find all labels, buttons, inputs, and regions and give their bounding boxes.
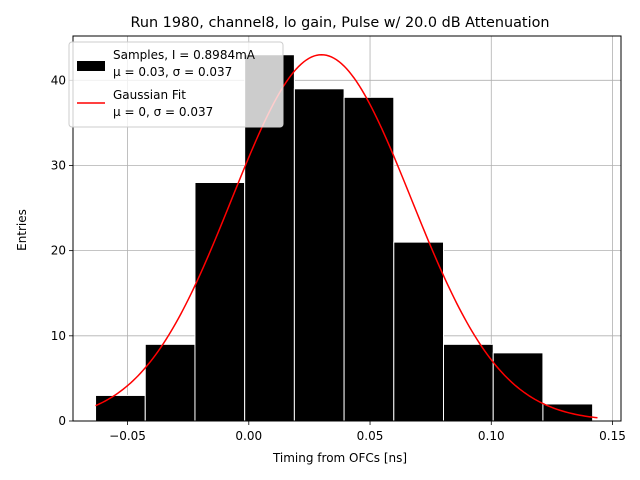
legend-samples-swatch — [77, 61, 105, 71]
x-tick-label-1: 0.00 — [235, 429, 262, 443]
histogram-bar-2 — [194, 182, 246, 422]
legend-fit-stats: μ = 0, σ = 0.037 — [113, 105, 213, 119]
y-axis-label: Entries — [15, 209, 29, 251]
histogram-bar-4 — [293, 88, 345, 422]
x-axis-ticks: −0.05 0.00 0.05 0.10 0.15 — [109, 421, 626, 443]
legend-box — [68, 41, 284, 128]
x-tick-label-3: 0.10 — [478, 429, 505, 443]
x-tick-label-2: 0.05 — [357, 429, 384, 443]
legend-samples-label: Samples, I = 0.8984mA — [113, 48, 256, 62]
histogram-bar-1 — [144, 343, 196, 422]
axes-frame — [72, 35, 622, 422]
chart-title: Run 1980, channel8, lo gain, Pulse w/ 20… — [131, 15, 550, 31]
histogram-bar-5 — [343, 96, 395, 422]
legend-samples-stats: μ = 0.03, σ = 0.037 — [113, 65, 232, 79]
histogram-bar-7 — [443, 343, 494, 422]
x-axis-label: Timing from OFCs [ns] — [272, 451, 407, 465]
histogram-bar-0 — [95, 394, 146, 422]
x-tick-label-4: 0.15 — [599, 429, 626, 443]
x-tick-label-0: −0.05 — [109, 429, 146, 443]
legend-fit-label: Gaussian Fit — [113, 88, 186, 102]
y-tick-label-1: 10 — [51, 329, 66, 343]
y-tick-label-0: 0 — [58, 414, 66, 428]
gaussian-fit-line — [95, 53, 598, 419]
gaussian-fit — [95, 53, 598, 419]
y-tick-label-2: 20 — [51, 244, 66, 258]
y-tick-label-4: 40 — [51, 73, 66, 87]
y-tick-label-3: 30 — [51, 158, 66, 172]
y-axis-ticks: 0 10 20 30 40 — [51, 73, 73, 428]
histogram-bar-6 — [393, 241, 445, 422]
legend: Samples, I = 0.8984mA μ = 0.03, σ = 0.03… — [68, 41, 284, 128]
